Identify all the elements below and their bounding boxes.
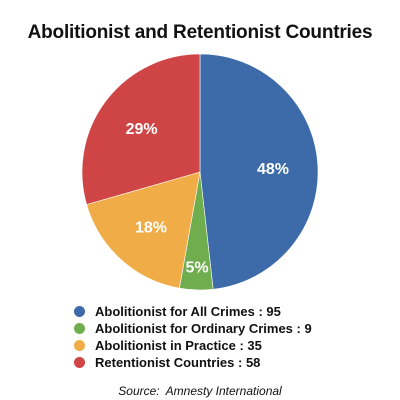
legend-label: Abolitionist for All Crimes : 95 <box>95 304 281 319</box>
pie-slice-4 <box>81 53 201 205</box>
legend-item: Abolitionist for Ordinary Crimes : 9 <box>74 320 312 337</box>
pie-chart: 48% 5% 18% 29% <box>81 53 319 291</box>
legend-swatch <box>74 340 85 351</box>
slice-percent-label: 5% <box>185 259 208 276</box>
legend-item: Abolitionist in Practice : 35 <box>74 337 312 354</box>
legend-label: Retentionist Countries : 58 <box>95 355 261 370</box>
pie-slice-3 <box>86 171 201 289</box>
legend-item: Retentionist Countries : 58 <box>74 354 312 371</box>
chart-title: Abolitionist and Retentionist Countries <box>27 22 373 43</box>
legend-item: Abolitionist for All Crimes : 95 <box>74 303 312 320</box>
pie-slice-1 <box>199 53 319 290</box>
slice-percent-label: 29% <box>126 121 158 138</box>
legend-swatch <box>74 323 85 334</box>
pie-slices <box>81 53 319 291</box>
source-note: Source: Amnesty International <box>0 384 400 398</box>
slice-percent-label: 48% <box>257 161 289 178</box>
source-text: Amnesty International <box>165 384 282 398</box>
legend: Abolitionist for All Crimes : 95 Abolitio… <box>74 303 312 371</box>
legend-swatch <box>74 357 85 368</box>
legend-label: Abolitionist in Practice : 35 <box>95 338 262 353</box>
legend-swatch <box>74 306 85 317</box>
legend-label: Abolitionist for Ordinary Crimes : 9 <box>95 321 312 336</box>
slice-percent-label: 18% <box>135 219 167 236</box>
pie-labels: 48% 5% 18% 29% <box>126 121 289 276</box>
source-label: Source: <box>118 384 160 398</box>
